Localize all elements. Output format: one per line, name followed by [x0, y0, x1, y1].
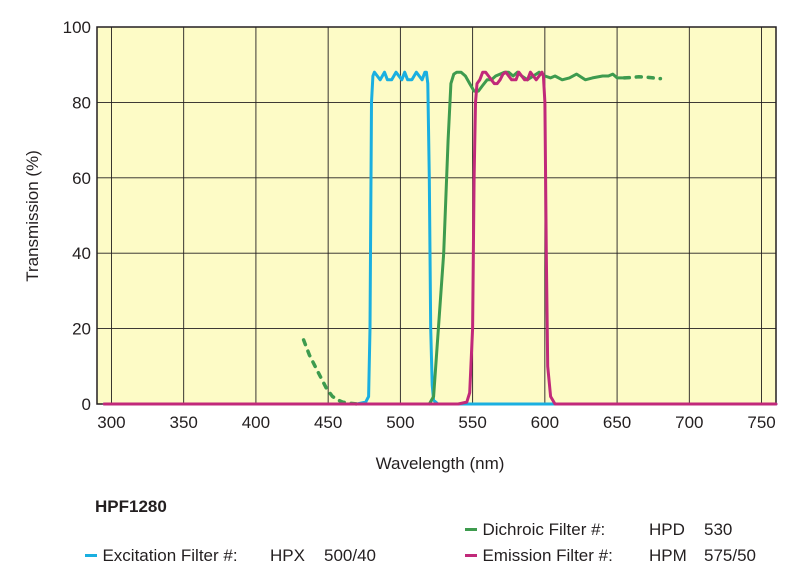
- excitation-series-line: [102, 70, 778, 406]
- transmission-chart: 0 20 40 60 80 100 300 350 400 450 500 550 600 650 700…: [23, 18, 778, 473]
- x-tick-label: 650: [603, 413, 631, 432]
- x-tick-label: 450: [314, 413, 342, 432]
- x-tick-label: 750: [747, 413, 775, 432]
- dichroic-swatch: [465, 528, 478, 532]
- dichroic-series-line: [427, 70, 626, 406]
- x-tick-label: 700: [675, 413, 703, 432]
- legend-item-excitation: Excitation Filter #: HPX 500/40: [76, 526, 376, 566]
- y-tick-label: 80: [72, 93, 91, 112]
- emission-series-line: [102, 70, 778, 406]
- emission-swatch: [465, 554, 478, 558]
- x-tick-label: 350: [169, 413, 197, 432]
- legend-code: HPX: [270, 546, 305, 565]
- legend-label: Dichroic Filter #:: [482, 520, 606, 539]
- x-tick-labels: 300 350 400 450 500 550 600 650 700 750: [97, 413, 775, 432]
- x-tick-label: 500: [386, 413, 414, 432]
- x-tick-label: 600: [531, 413, 559, 432]
- legend-label: Excitation Filter #:: [102, 546, 238, 565]
- legend-item-emission: Emission Filter #: HPM 575/50: [456, 526, 756, 566]
- series-lines: [102, 70, 778, 406]
- y-tick-label: 40: [72, 244, 91, 263]
- y-tick-labels: 0 20 40 60 80 100: [63, 18, 91, 414]
- legend-item-dichroic: Dichroic Filter #: HPD 530: [456, 500, 732, 540]
- x-tick-label: 300: [97, 413, 125, 432]
- y-axis-label: Transmission (%): [23, 150, 42, 282]
- x-tick-label: 550: [458, 413, 486, 432]
- dichroic-dashed-line: [301, 338, 359, 406]
- legend-title: HPF1280: [95, 497, 167, 516]
- y-tick-label: 100: [63, 18, 91, 37]
- x-axis-label: Wavelength (nm): [376, 454, 505, 473]
- legend-value: 500/40: [324, 546, 376, 565]
- legend-label: Emission Filter #:: [482, 546, 613, 565]
- x-tick-label: 400: [242, 413, 270, 432]
- dashed-extensions: [301, 75, 663, 406]
- y-tick-label: 0: [82, 395, 91, 414]
- dichroic-dashed-line: [622, 75, 663, 81]
- excitation-swatch: [85, 554, 98, 558]
- legend-value: 530: [704, 520, 733, 539]
- y-tick-label: 20: [72, 320, 91, 339]
- y-tick-label: 60: [72, 169, 91, 188]
- legend-code: HPM: [649, 546, 687, 565]
- legend-code: HPD: [649, 520, 685, 539]
- legend-value: 575/50: [704, 546, 756, 565]
